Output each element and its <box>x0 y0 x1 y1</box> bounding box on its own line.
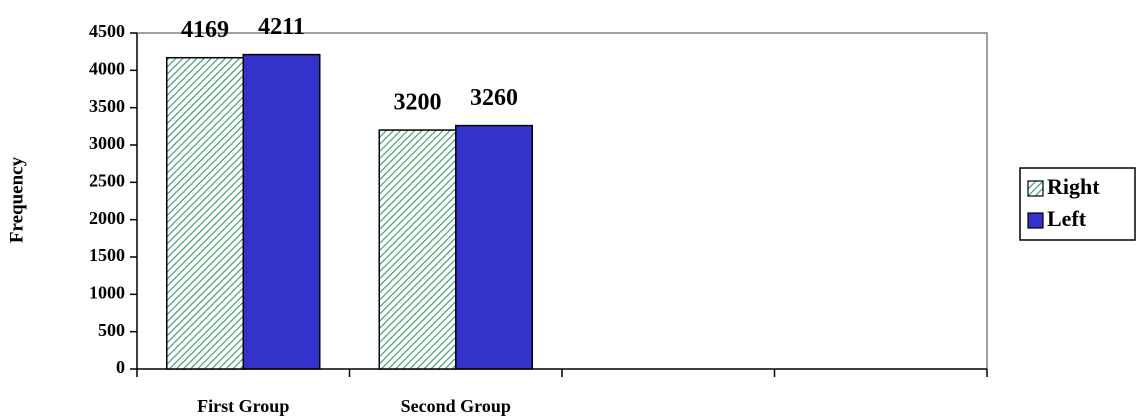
data-label: 3200 <box>394 90 442 116</box>
data-label: 4211 <box>258 14 305 40</box>
y-tick-label: 4000 <box>89 58 125 78</box>
y-tick-label: 3500 <box>89 96 125 116</box>
legend-label: Right <box>1047 174 1100 199</box>
bar <box>166 56 244 370</box>
y-tick-label: 3000 <box>89 133 125 153</box>
bar <box>378 129 457 370</box>
y-tick-label: 2500 <box>89 170 125 190</box>
bar <box>242 53 321 370</box>
x-tick-label: First Group <box>197 396 289 416</box>
y-tick-label: 0 <box>116 357 125 377</box>
legend-swatch <box>1027 180 1044 197</box>
y-axis-label: Frequency <box>6 156 27 243</box>
y-tick-label: 1500 <box>89 245 125 265</box>
legend-label: Left <box>1047 206 1087 231</box>
x-tick-label: Second Group <box>401 396 511 416</box>
data-label: 4169 <box>181 17 229 43</box>
plot-frame <box>137 32 988 369</box>
data-label: 3260 <box>470 85 518 111</box>
y-tick-label: 500 <box>98 320 125 340</box>
legend-swatch <box>1027 212 1044 229</box>
bar <box>455 124 533 370</box>
y-tick-label: 1000 <box>89 282 125 302</box>
y-tick-label: 4500 <box>89 21 125 41</box>
y-tick-label: 2000 <box>89 208 125 228</box>
